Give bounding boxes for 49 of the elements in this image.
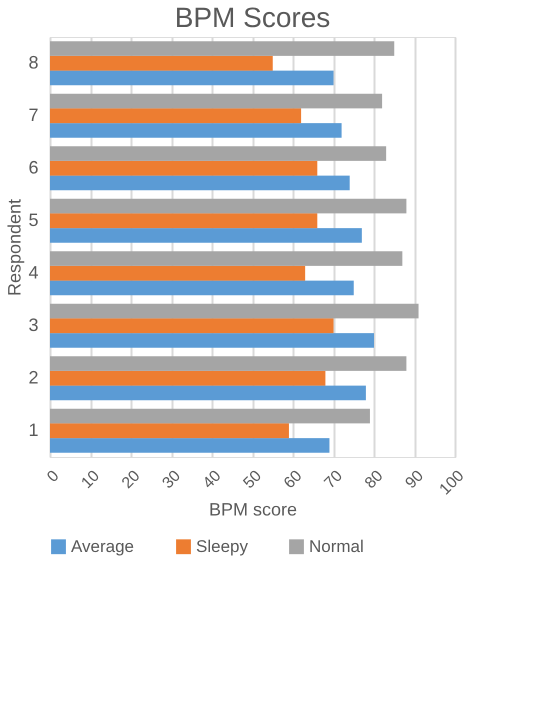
bar xyxy=(50,228,362,243)
bar xyxy=(50,108,302,124)
bar xyxy=(50,251,402,266)
bar xyxy=(50,56,273,71)
bar xyxy=(50,266,306,281)
x-tick-label: 100 xyxy=(436,467,468,498)
x-tick-label: 50 xyxy=(240,467,266,492)
x-axis-title: BPM score xyxy=(208,500,298,520)
bar xyxy=(50,41,394,56)
bar xyxy=(50,333,374,348)
x-tick-label: 20 xyxy=(118,467,144,492)
bar xyxy=(50,213,318,228)
y-tick-label: 8 xyxy=(28,52,38,72)
bar xyxy=(50,438,330,453)
bar xyxy=(50,386,366,400)
y-axis-title: Respondent xyxy=(4,198,24,296)
x-tick-label: 80 xyxy=(362,467,387,492)
x-tick-label: 0 xyxy=(44,467,63,486)
x-tick-label: 40 xyxy=(200,467,225,492)
bar xyxy=(50,70,334,86)
x-tick-label: 30 xyxy=(159,467,184,492)
bar xyxy=(50,423,289,438)
bar xyxy=(50,94,382,108)
bar xyxy=(50,280,354,296)
x-tick-label: 90 xyxy=(402,467,428,492)
x-tick-label: 60 xyxy=(280,467,306,492)
legend-label: Normal xyxy=(309,536,364,556)
bar xyxy=(50,198,406,214)
bar xyxy=(50,160,318,176)
bar xyxy=(50,356,406,371)
bar xyxy=(50,318,334,334)
bar xyxy=(50,370,326,386)
y-tick-label: 4 xyxy=(28,262,38,282)
x-tick-label: 10 xyxy=(78,467,104,492)
y-tick-label: 3 xyxy=(28,314,38,335)
y-tick-label: 5 xyxy=(28,210,38,230)
bar xyxy=(50,304,419,318)
y-tick-label: 6 xyxy=(28,157,38,178)
legend-label: Sleepy xyxy=(196,536,248,556)
bar xyxy=(50,176,350,190)
y-tick-label: 1 xyxy=(28,420,38,440)
bar xyxy=(50,146,386,161)
x-tick-label: 70 xyxy=(321,467,346,492)
bar xyxy=(50,123,342,138)
y-tick-label: 2 xyxy=(28,367,38,388)
legend-label: Average xyxy=(71,536,134,556)
chart-title: BPM Scores xyxy=(174,2,330,33)
bar xyxy=(50,408,370,424)
y-tick-label: 7 xyxy=(28,104,38,125)
